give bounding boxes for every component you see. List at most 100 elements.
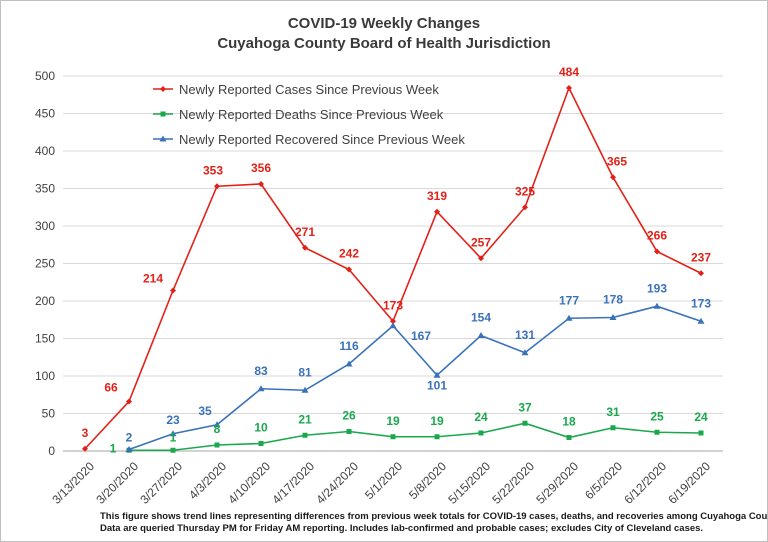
data-label: 237 [691, 250, 711, 264]
data-label: 214 [143, 272, 163, 286]
data-point [389, 322, 397, 329]
data-point [434, 434, 440, 440]
data-label: 26 [342, 409, 356, 423]
data-point [125, 446, 133, 452]
data-label: 271 [295, 225, 315, 239]
data-label: 1 [110, 441, 117, 455]
series-lines [82, 85, 705, 453]
legend-label: Newly Reported Recovered Since Previous … [179, 132, 465, 147]
y-tick-label: 450 [35, 107, 55, 121]
data-point [390, 318, 396, 325]
y-tick-label: 500 [35, 69, 55, 83]
data-label: 19 [430, 414, 444, 428]
data-point [257, 385, 265, 392]
data-point [346, 429, 352, 434]
data-point [390, 434, 396, 440]
chart-title: COVID-19 Weekly Changes [288, 15, 480, 32]
data-label: 178 [603, 293, 623, 307]
x-tick-label: 5/8/2020 [406, 459, 449, 502]
data-point [301, 386, 309, 393]
data-label: 66 [104, 381, 118, 395]
x-tick-label: 4/17/2020 [269, 459, 317, 507]
data-label: 266 [647, 229, 667, 243]
data-label: 24 [694, 410, 708, 424]
data-point [170, 447, 176, 453]
data-label: 325 [515, 184, 535, 198]
data-point [345, 360, 353, 367]
x-tick-label: 3/27/2020 [137, 459, 185, 507]
x-tick-label: 4/3/2020 [186, 459, 229, 502]
y-tick-label: 150 [35, 332, 55, 346]
x-tick-label: 4/24/2020 [313, 459, 361, 507]
data-point [522, 204, 528, 211]
data-label: 18 [562, 415, 576, 429]
gridlines [63, 75, 723, 452]
data-label: 21 [298, 412, 312, 426]
legend-marker [160, 86, 166, 92]
data-label: 319 [427, 189, 447, 203]
legend-marker [160, 111, 166, 117]
legend-label: Newly Reported Deaths Since Previous Wee… [179, 107, 444, 122]
data-point [258, 181, 264, 187]
x-tick-label: 3/20/2020 [93, 459, 141, 507]
data-point [654, 248, 660, 255]
series-line [128, 305, 702, 451]
data-point [566, 85, 572, 91]
data-point [302, 432, 308, 438]
data-label: 37 [518, 400, 532, 414]
data-label: 356 [251, 161, 271, 175]
data-label: 173 [691, 296, 711, 310]
data-point [433, 371, 441, 378]
data-point [478, 255, 484, 262]
x-tick-label: 5/22/2020 [489, 459, 537, 507]
data-label: 242 [339, 247, 359, 261]
data-label: 2 [126, 431, 133, 445]
data-label: 25 [650, 409, 664, 423]
data-point [521, 349, 529, 356]
y-tick-label: 100 [35, 369, 55, 383]
data-point [213, 421, 221, 428]
data-label: 484 [559, 65, 579, 79]
data-label: 154 [471, 311, 491, 325]
x-tick-label: 5/29/2020 [533, 459, 581, 507]
data-label: 101 [427, 378, 447, 392]
data-point [258, 441, 264, 446]
data-label: 3 [82, 426, 89, 440]
x-tick-label: 6/5/2020 [582, 459, 625, 502]
y-tick-label: 0 [48, 444, 55, 458]
data-point [82, 445, 88, 452]
data-point [610, 425, 616, 431]
y-tick-label: 350 [35, 182, 55, 196]
y-tick-label: 250 [35, 257, 55, 271]
data-point [302, 244, 308, 251]
data-point [654, 429, 660, 435]
data-point [565, 314, 573, 321]
y-tick-label: 200 [35, 294, 55, 308]
data-point [522, 420, 528, 426]
series-line [129, 422, 702, 452]
legend-label: Newly Reported Cases Since Previous Week [179, 82, 439, 97]
data-label: 83 [254, 364, 268, 378]
data-point [609, 314, 617, 320]
legend: Newly Reported Cases Since Previous Week… [153, 82, 465, 147]
data-point [434, 208, 440, 215]
data-point [214, 442, 220, 448]
chart-subtitle: Cuyahoga County Board of Health Jurisdic… [217, 35, 550, 52]
footnote-line-2: Data are queried Thursday PM for Friday … [100, 523, 703, 534]
data-label: 19 [386, 414, 400, 428]
data-point [214, 183, 220, 190]
data-label: 23 [166, 413, 180, 427]
data-point [566, 435, 572, 440]
data-label: 81 [298, 365, 312, 379]
data-label: 365 [607, 154, 627, 168]
data-point [698, 430, 704, 436]
data-label: 167 [411, 329, 431, 343]
data-point [653, 302, 661, 309]
data-label: 8 [214, 422, 221, 436]
data-label: 193 [647, 281, 667, 295]
footnote-line-1: This figure shows trend lines representi… [100, 511, 767, 522]
data-label: 24 [474, 410, 488, 424]
data-point [478, 430, 484, 436]
